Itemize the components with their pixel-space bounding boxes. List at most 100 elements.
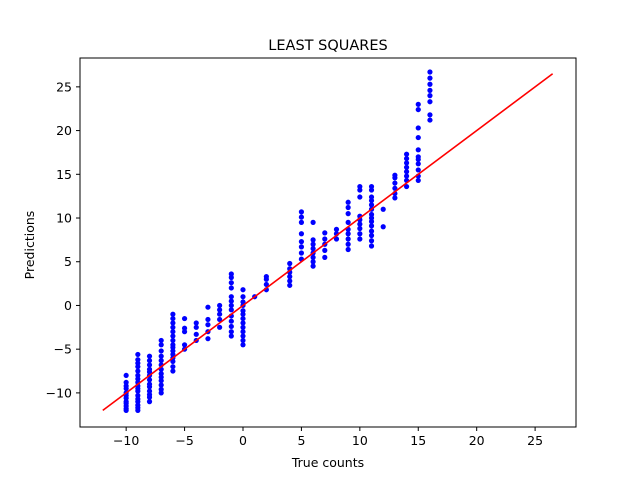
scatter-point [427, 99, 433, 105]
scatter-point [415, 147, 421, 153]
scatter-point [205, 336, 211, 342]
scatter-point [158, 342, 164, 348]
scatter-point [240, 294, 246, 300]
scatter-point [146, 388, 153, 394]
scatter-point [228, 333, 234, 339]
x-tick-label: −10 [113, 433, 139, 448]
scatter-point [427, 69, 433, 75]
y-tick-label: 25 [56, 79, 72, 94]
scatter-point [333, 236, 340, 242]
x-tick-label: 5 [297, 433, 305, 448]
scatter-point [392, 180, 398, 186]
x-axis-ticks: −10 −5 0 5 10 15 20 25 [113, 427, 543, 448]
scatter-point [228, 323, 234, 330]
scatter-point [240, 324, 246, 330]
scatter-point [322, 247, 328, 253]
scatter-point [368, 211, 375, 218]
scatter-point [415, 101, 421, 107]
scatter-point [170, 364, 176, 370]
scatter-point [287, 274, 293, 280]
scatter-point [193, 331, 199, 337]
scatter-point [228, 271, 234, 277]
scatter-point [368, 228, 375, 234]
scatter-point [415, 177, 421, 184]
scatter-point [322, 230, 328, 236]
scatter-point [158, 386, 164, 393]
plot-frame [79, 57, 577, 428]
scatter-point [427, 75, 433, 81]
x-tick-label: 20 [469, 433, 485, 448]
fit-line [102, 73, 554, 412]
scatter-point [240, 329, 246, 335]
scatter-points [123, 69, 433, 413]
scatter-point [368, 202, 375, 208]
scatter-point [228, 285, 234, 291]
scatter-point [403, 155, 410, 162]
y-tick-label: 0 [64, 298, 72, 313]
scatter-point [228, 280, 234, 286]
scatter-point [205, 322, 211, 328]
scatter-point [403, 151, 410, 157]
scatter-point [181, 342, 188, 348]
scatter-point [170, 368, 176, 374]
scatter-point [368, 183, 375, 190]
scatter-point [415, 125, 421, 131]
scatter-point [228, 294, 234, 300]
scatter-point [217, 316, 223, 323]
scatter-point [298, 209, 305, 215]
scatter-point [170, 320, 176, 326]
y-tick-label: −5 [54, 342, 72, 357]
scatter-point [415, 106, 421, 113]
x-tick-label: 10 [352, 433, 368, 448]
scatter-point [357, 194, 363, 200]
scatter-point [240, 287, 246, 293]
scatter-point [357, 183, 363, 190]
scatter-point [368, 232, 375, 239]
scatter-point [158, 348, 164, 354]
scatter-point [310, 259, 316, 265]
scatter-point [228, 329, 234, 335]
scatter-point [146, 362, 153, 368]
scatter-point [392, 195, 398, 201]
scatter-point [357, 236, 363, 242]
scatter-point [135, 351, 141, 358]
scatter-point [217, 324, 223, 330]
scatter-point [415, 134, 421, 141]
scatter-point [357, 221, 363, 227]
scatter-point [135, 368, 141, 374]
scatter-point [415, 167, 421, 173]
chart-title: LEAST SQUARES [268, 38, 387, 54]
scatter-point [298, 250, 305, 256]
x-tick-label: 25 [527, 433, 543, 448]
scatter-point [135, 392, 141, 399]
scatter-point [322, 254, 328, 260]
scatter-point [146, 381, 153, 387]
scatter-point [403, 160, 410, 166]
scatter-point [427, 117, 433, 123]
scatter-point [403, 183, 410, 190]
scatter-point [123, 372, 129, 379]
scatter-point [263, 274, 269, 280]
scatter-point [357, 231, 363, 237]
scatter-point [263, 281, 269, 288]
x-tick-label: 0 [239, 433, 247, 448]
scatter-point [427, 87, 433, 93]
y-tick-label: 20 [56, 123, 72, 138]
scatter-point [298, 219, 305, 225]
scatter-point [310, 219, 316, 225]
scatter-point [170, 311, 176, 317]
scatter-point [310, 241, 316, 247]
scatter-point [427, 112, 433, 118]
scatter-point [240, 337, 246, 344]
scatter-point [240, 333, 246, 339]
scatter-point [345, 241, 351, 247]
scatter-point [310, 237, 316, 243]
y-tick-label: −10 [46, 385, 72, 400]
scatter-point [146, 366, 153, 372]
scatter-point [170, 333, 176, 339]
scatter-point [310, 254, 316, 260]
scatter-point [345, 199, 351, 205]
scatter-point [146, 399, 153, 405]
scatter-point [170, 315, 176, 322]
